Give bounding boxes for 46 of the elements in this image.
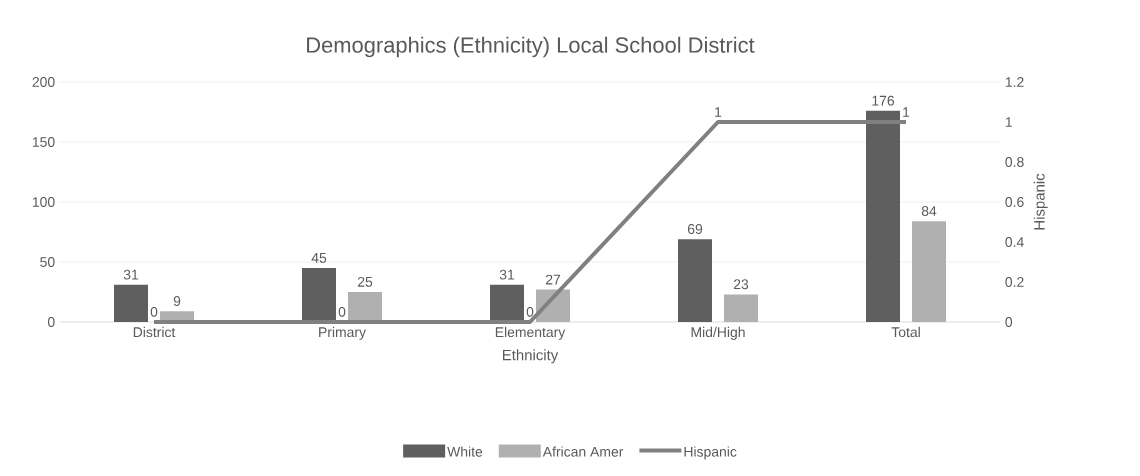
y2-axis-title: Hispanic xyxy=(1033,173,1048,230)
data-label: 9 xyxy=(173,296,181,306)
legend-label: Hispanic xyxy=(684,446,737,460)
x-tick-label: Total xyxy=(891,326,920,338)
y-tick-label: 100 xyxy=(32,197,55,207)
x-tick-label: Primary xyxy=(319,326,366,340)
x-tick-label: District xyxy=(133,326,176,338)
data-label: 1 xyxy=(715,107,722,117)
bar xyxy=(866,110,901,322)
y2-tick-label: 0.4 xyxy=(1005,237,1024,247)
y2-tick-label: 0.6 xyxy=(1005,197,1024,207)
y-tick-label: 200 xyxy=(32,77,55,87)
bar xyxy=(912,221,947,322)
data-label: 0 xyxy=(338,306,346,317)
data-label: 176 xyxy=(872,95,895,106)
bar xyxy=(348,292,382,322)
bar xyxy=(678,239,712,322)
legend-label: White xyxy=(447,446,483,457)
bar xyxy=(302,268,336,322)
data-label: 23 xyxy=(733,279,749,290)
chart-title: Demographics (Ethnicity) Local School District xyxy=(307,36,755,58)
legend-label: African Amer xyxy=(542,446,624,457)
y2-tick-label: 0.8 xyxy=(1005,157,1024,167)
x-axis-title: Ethnicity xyxy=(502,349,559,364)
data-label: 0 xyxy=(150,306,158,317)
bar xyxy=(114,284,148,322)
data-label: 31 xyxy=(123,269,139,280)
data-label: 45 xyxy=(311,253,327,263)
x-tick-label: Elementary xyxy=(495,326,566,340)
y-tick-label: 150 xyxy=(32,137,55,147)
y2-tick-label: 0 xyxy=(1005,317,1013,327)
data-label: 31 xyxy=(499,269,515,280)
y2-tick-label: 1.2 xyxy=(1005,77,1024,87)
y2-tick-label: 1 xyxy=(1005,117,1012,127)
y-tick-label: 0 xyxy=(47,317,55,327)
data-label: 27 xyxy=(545,274,561,285)
data-label: 69 xyxy=(687,224,703,234)
bar xyxy=(724,294,758,322)
y2-tick-label: 0.2 xyxy=(1005,277,1024,287)
data-label: 84 xyxy=(921,206,937,216)
x-tick-label: Mid/High xyxy=(691,326,745,340)
data-label: 0 xyxy=(526,306,534,317)
bar xyxy=(490,284,524,322)
y-tick-label: 50 xyxy=(40,257,55,267)
data-label: 1 xyxy=(903,107,910,117)
data-label: 25 xyxy=(357,276,373,287)
